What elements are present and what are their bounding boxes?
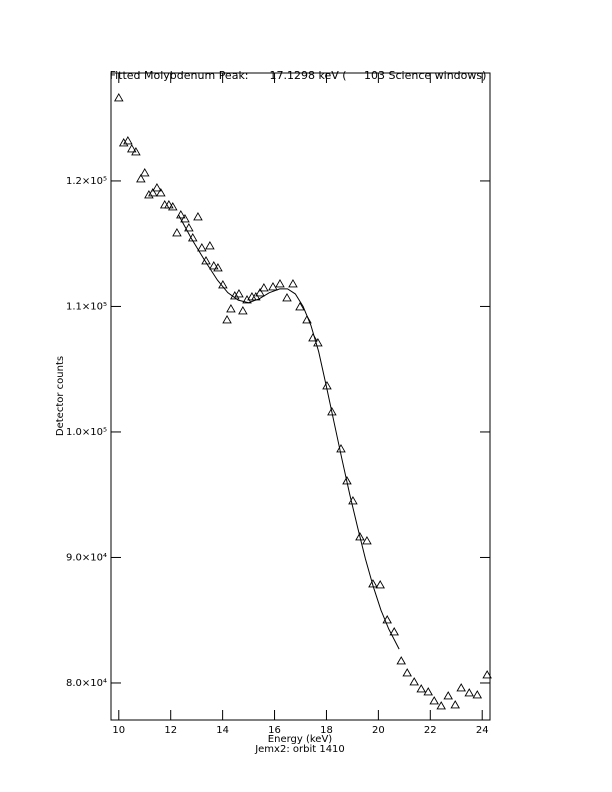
data-point xyxy=(275,279,285,288)
data-point xyxy=(136,174,146,183)
y-tick-label: 8.0×10⁴ xyxy=(66,678,107,689)
data-point xyxy=(126,144,137,153)
data-point xyxy=(139,168,150,177)
data-point xyxy=(234,289,244,298)
data-point xyxy=(213,263,223,272)
data-point xyxy=(327,407,337,416)
data-point xyxy=(268,282,278,291)
data-point xyxy=(443,691,453,700)
data-point xyxy=(144,190,154,199)
data-point xyxy=(396,656,406,665)
x-tick-label: 20 xyxy=(372,725,385,736)
data-point xyxy=(336,444,346,453)
data-point xyxy=(176,210,186,219)
data-point xyxy=(472,690,483,699)
data-point xyxy=(482,670,492,679)
data-point xyxy=(242,295,252,304)
data-point xyxy=(172,228,182,237)
data-point xyxy=(288,279,298,288)
data-point xyxy=(180,214,190,223)
x-tick-label: 24 xyxy=(476,725,489,736)
subtitle: Jemx2: orbit 1410 xyxy=(254,744,345,755)
x-tick-label: 14 xyxy=(216,725,229,736)
x-axis-label: Energy (keV) xyxy=(268,734,333,745)
data-point xyxy=(423,687,433,696)
data-point xyxy=(201,256,211,265)
x-tick-label: 10 xyxy=(112,725,125,736)
data-point xyxy=(156,188,166,197)
plot-frame xyxy=(110,72,491,721)
data-point xyxy=(148,188,158,197)
y-tick-label: 1.2×10⁵ xyxy=(66,176,107,187)
data-point xyxy=(168,202,178,211)
data-point xyxy=(429,696,439,705)
data-point xyxy=(402,668,412,677)
chart-title: Fitted Molybdenum Peak: 17.1298 keV ( 10… xyxy=(110,69,487,82)
data-point xyxy=(255,288,265,297)
x-tick-label: 16 xyxy=(268,725,281,736)
data-point xyxy=(295,302,305,311)
x-tick-label: 18 xyxy=(320,725,333,736)
data-point xyxy=(230,291,240,300)
data-point xyxy=(209,261,219,270)
data-point xyxy=(114,93,124,102)
x-tick-label: 22 xyxy=(424,725,437,736)
data-point xyxy=(226,304,236,313)
data-point xyxy=(282,293,292,302)
data-point xyxy=(456,683,466,692)
data-point xyxy=(375,580,385,589)
data-point xyxy=(416,684,426,693)
data-point xyxy=(205,241,215,250)
data-point xyxy=(184,223,194,232)
data-point xyxy=(238,306,248,315)
data-point xyxy=(464,688,475,697)
data-point xyxy=(152,183,162,192)
data-point xyxy=(118,138,129,147)
data-point xyxy=(131,147,141,156)
data-point xyxy=(222,315,232,324)
data-point xyxy=(436,701,446,710)
data-point xyxy=(123,136,133,145)
y-tick-label: 1.1×10⁵ xyxy=(66,301,107,312)
data-point xyxy=(164,200,174,209)
data-point xyxy=(362,536,372,545)
data-point xyxy=(355,532,365,541)
data-point xyxy=(197,243,207,252)
data-point xyxy=(259,283,269,292)
data-point xyxy=(450,700,460,709)
y-tick-label: 9.0×10⁴ xyxy=(66,552,107,563)
x-tick-label: 12 xyxy=(164,725,177,736)
data-point xyxy=(193,212,203,221)
y-tick-label: 1.0×10⁵ xyxy=(66,427,107,438)
data-point xyxy=(389,627,399,636)
y-axis-label: Detector counts xyxy=(55,356,66,436)
fit-line xyxy=(178,214,400,650)
data-point xyxy=(409,677,419,686)
